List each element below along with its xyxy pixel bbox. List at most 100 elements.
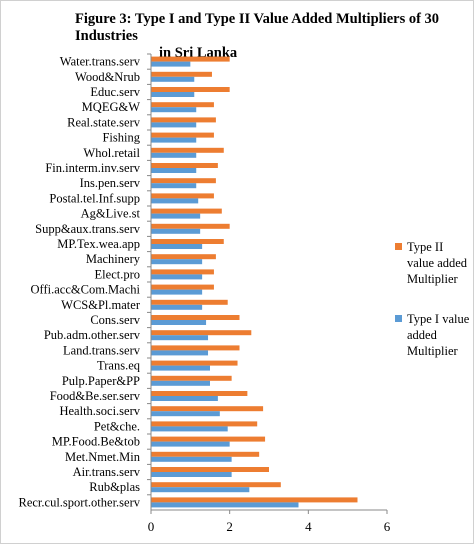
category-label-27: Air.trans.serv [73,465,141,479]
bar-type1-5 [151,137,197,143]
category-label-18: Pub.adm.other.serv [44,328,141,342]
bar-type2-19 [151,345,240,351]
bar-type2-15 [151,284,214,290]
bar-type1-1 [151,76,195,82]
x-tick-label-2: 4 [305,519,312,534]
bar-type1-23 [151,411,220,417]
category-label-0: Water.trans.serv [60,55,141,69]
bar-type2-27 [151,467,269,472]
bar-type2-23 [151,406,264,412]
bar-type1-20 [151,365,210,371]
bar-type2-6 [151,147,224,153]
bar-type1-13 [151,259,203,265]
bar-type1-12 [151,244,203,249]
category-label-5: Fishing [102,131,140,145]
category-label-17: Cons.serv [90,313,140,327]
bar-type2-1 [151,71,212,77]
bar-type2-21 [151,375,232,381]
bar-type2-5 [151,132,214,138]
x-tick-label-3: 6 [384,519,391,534]
bar-type2-22 [151,391,248,396]
bar-type1-17 [151,320,207,325]
category-label-23: Health.soci.serv [59,404,140,418]
bar-type1-10 [151,213,201,219]
legend-swatch-type1 [395,315,402,322]
bar-type1-16 [151,304,203,310]
legend-label-type2: Type II value added Multiplier [407,240,468,286]
bar-type2-14 [151,269,214,275]
bar-type2-16 [151,299,228,305]
category-label-6: Whol.retail [83,146,140,160]
bar-type2-29 [151,497,358,503]
bar-type2-7 [151,163,218,168]
category-label-10: Ag&Live.st [81,207,141,221]
bar-type1-9 [151,198,199,204]
bar-type1-25 [151,441,230,447]
category-label-13: Machinery [86,252,141,266]
bar-type2-28 [151,482,281,488]
category-label-19: Land.trans.serv [63,343,141,357]
category-label-9: Postal.tel.Inf.supp [49,191,140,205]
legend-item-type2: Type II value added Multiplier [395,239,473,287]
category-label-16: WCS&Pl.mater [61,298,141,312]
category-label-8: Ins.pen.serv [80,176,141,190]
bar-type2-0 [151,56,230,62]
bar-type1-21 [151,380,210,386]
legend-item-type1: Type I value added Multiplier [395,311,473,359]
legend-swatch-type2 [395,243,402,250]
bar-type2-9 [151,193,214,199]
bar-type2-18 [151,330,252,336]
bar-type1-18 [151,335,209,341]
category-label-24: Pet&che. [94,419,140,433]
category-label-21: Pulp.Paper&PP [62,374,140,388]
bar-type2-13 [151,254,216,260]
bar-type1-6 [151,152,197,158]
bar-type1-0 [151,61,191,67]
x-axis-group: 0 2 4 6 [147,53,391,534]
chart-title-line1: Figure 3: Type I and Type II Value Added… [75,11,440,44]
bar-type1-11 [151,228,201,234]
chart-legend: Type II value added Multiplier Type I va… [395,239,473,383]
bar-type2-2 [151,87,230,92]
category-label-4: Real.state.serv [67,115,141,129]
bar-type2-26 [151,451,260,457]
bar-type1-8 [151,183,197,189]
category-label-14: Elect.pro [95,267,140,281]
bar-type1-22 [151,396,218,401]
category-label-29: Recr.cul.sport.other.serv [19,495,141,509]
bar-type2-3 [151,102,214,108]
bar-type2-12 [151,239,224,244]
bar-type1-3 [151,107,197,113]
x-tick-label-0: 0 [148,519,155,534]
category-label-26: Met.Nmet.Min [65,450,141,464]
x-tick-label-1: 2 [226,519,233,534]
bar-type2-4 [151,117,216,123]
bar-type2-25 [151,436,266,442]
bar-type2-11 [151,223,230,229]
category-label-7: Fin.interm.inv.serv [45,161,140,175]
bar-type1-7 [151,168,197,173]
bar-type2-24 [151,421,258,427]
bar-type1-4 [151,122,197,128]
category-label-22: Food&Be.ser.serv [50,389,141,403]
bars-group [151,56,358,508]
bar-type1-19 [151,350,209,356]
bar-type1-15 [151,289,203,295]
bar-type2-20 [151,360,238,366]
category-label-2: Educ.serv [90,85,140,99]
bar-type2-10 [151,208,222,214]
category-label-12: MP.Tex.wea.app [57,237,140,251]
bar-type1-28 [151,487,250,493]
category-label-1: Wood&Nrub [75,70,140,84]
bar-type1-27 [151,472,232,477]
bar-type1-26 [151,456,232,462]
category-label-25: MP.Food.Be&tob [52,435,140,449]
category-label-28: Rub&plas [89,480,140,494]
legend-label-type1: Type I value added Multiplier [407,312,470,358]
category-labels-group: Water.trans.servWood&NrubEduc.servMQEG&W… [19,55,141,510]
category-label-3: MQEG&W [82,100,141,114]
bar-type2-17 [151,315,240,320]
bar-type1-24 [151,426,228,432]
